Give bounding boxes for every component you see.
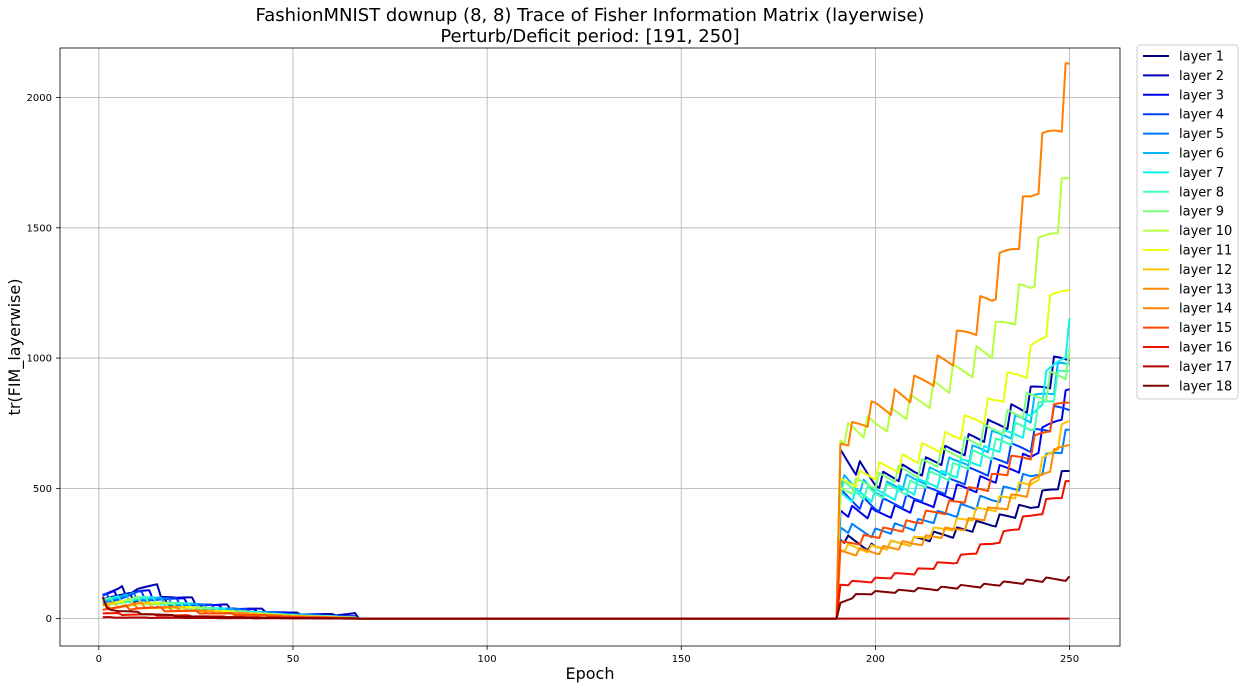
legend-label-8: layer 8	[1179, 185, 1224, 200]
legend-label-11: layer 11	[1179, 244, 1232, 259]
legend-label-17: layer 17	[1179, 360, 1232, 375]
x-axis-label: Epoch	[566, 664, 615, 683]
legend-label-15: layer 15	[1179, 321, 1232, 336]
legend-label-18: layer 18	[1179, 379, 1232, 394]
series-line-16	[102, 479, 1070, 620]
y-axis-ticks: 0 500 1000 1500 2000	[27, 93, 60, 625]
legend-label-1: layer 1	[1179, 50, 1224, 65]
chart-title: FashionMNIST downup (8, 8) Trace of Fish…	[256, 5, 925, 26]
legend-label-3: layer 3	[1179, 88, 1224, 103]
legend-label-13: layer 13	[1179, 282, 1232, 297]
legend-label-7: layer 7	[1179, 166, 1224, 181]
x-tick-label: 250	[1060, 654, 1079, 665]
series-line-15	[102, 401, 1070, 620]
x-axis-ticks: 0 50 100 150 200 250	[96, 646, 1079, 665]
legend: layer 1 layer 2 layer 3 layer 4 layer 5 layer…	[1136, 44, 1239, 400]
y-tick-label: 500	[33, 484, 52, 495]
y-tick-label: 0	[46, 614, 52, 625]
y-axis-label: tr(FIM_layerwise)	[5, 279, 25, 416]
x-tick-label: 150	[672, 654, 691, 665]
legend-label-16: layer 16	[1179, 341, 1232, 356]
legend-label-4: layer 4	[1179, 108, 1224, 123]
chart-subtitle: Perturb/Deficit period: [191, 250]	[440, 26, 739, 47]
legend-label-2: layer 2	[1179, 69, 1224, 84]
legend-label-10: layer 10	[1179, 224, 1232, 239]
legend-label-14: layer 14	[1179, 302, 1232, 317]
plot-area-frame	[59, 47, 1121, 647]
legend-label-6: layer 6	[1179, 147, 1224, 162]
y-tick-label: 1500	[27, 223, 52, 234]
x-tick-label: 50	[287, 654, 300, 665]
legend-label-5: layer 5	[1179, 127, 1224, 142]
x-tick-label: 0	[96, 654, 102, 665]
series-line-14	[102, 62, 1070, 620]
x-tick-label: 100	[478, 654, 497, 665]
series-line-3	[102, 388, 1070, 620]
x-tick-label: 200	[866, 654, 885, 665]
series-line-10	[102, 177, 1070, 620]
y-tick-label: 1000	[27, 354, 52, 365]
series-lines	[101, 62, 1071, 620]
series-line-5	[102, 428, 1070, 620]
legend-label-12: layer 12	[1179, 263, 1232, 278]
series-line-13	[102, 444, 1070, 620]
legend-label-9: layer 9	[1179, 205, 1224, 220]
y-tick-label: 2000	[27, 93, 52, 104]
series-line-18	[101, 575, 1071, 620]
